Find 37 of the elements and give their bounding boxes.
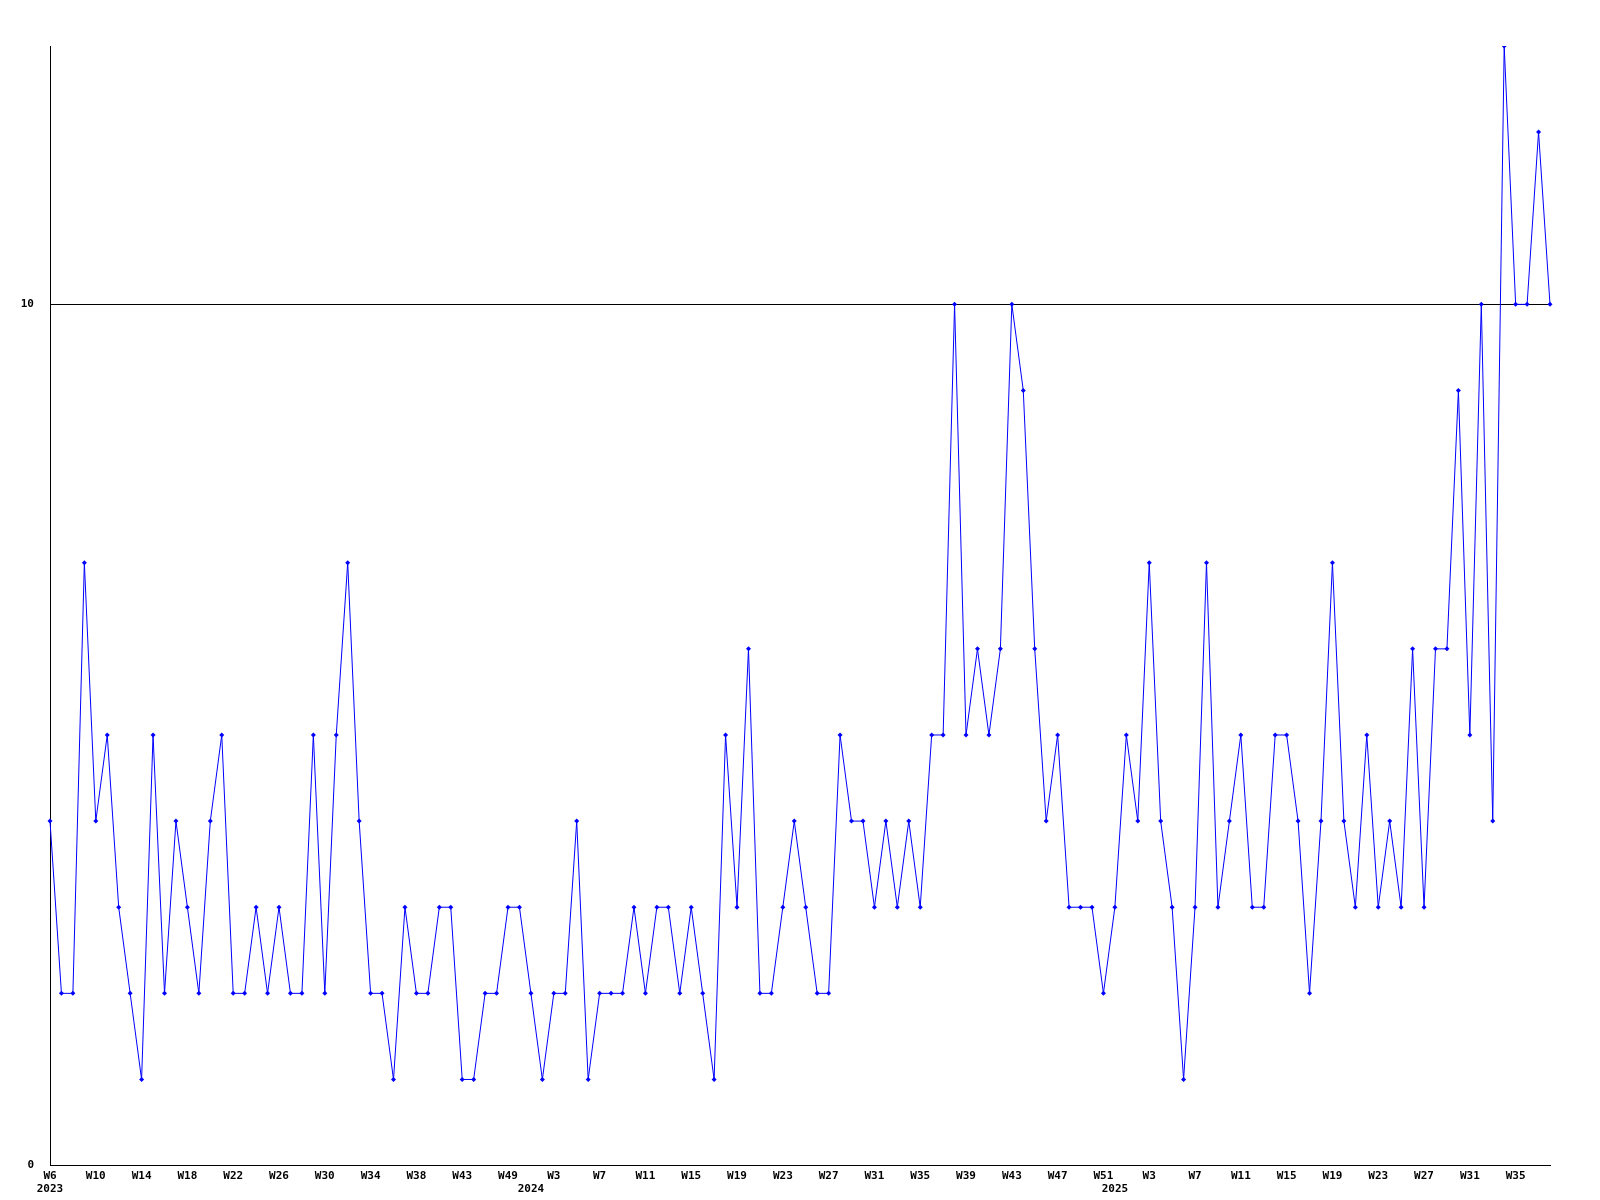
x-tick-label: W22 — [223, 1169, 244, 1183]
x-tick-label: W6 2023 — [36, 1169, 64, 1196]
x-tick-label: W38 — [406, 1169, 427, 1183]
x-tick-label: W27 — [1414, 1169, 1434, 1183]
x-tick-label: W14 — [131, 1169, 152, 1183]
x-tick-label: W10 — [85, 1169, 106, 1183]
x-tick-label: W31 — [864, 1169, 885, 1183]
y-tick-label: 0 — [27, 1158, 34, 1172]
x-tick-label: W23 — [772, 1169, 793, 1183]
x-tick-label: W49 — [498, 1169, 518, 1183]
x-tick-label: W19 — [1322, 1169, 1343, 1183]
x-tick-label: W7 — [592, 1169, 607, 1183]
x-tick-label: W31 — [1459, 1169, 1481, 1183]
x-tick-label: 2025 — [1101, 1182, 1129, 1196]
x-tick-label: W3 — [1142, 1169, 1156, 1183]
x-tick-label: W26 — [269, 1169, 290, 1183]
x-tick-label: W35 — [910, 1169, 931, 1183]
x-tick-label: W35 — [1505, 1169, 1526, 1183]
x-tick-label: W34 — [360, 1169, 381, 1183]
x-tick-label: W7 — [1188, 1169, 1202, 1183]
x-tick-label: W15 — [1276, 1169, 1297, 1183]
x-tick-label: W27 — [818, 1169, 839, 1183]
x-tick-label: W15 — [681, 1169, 702, 1183]
x-tick-label: 2024 — [517, 1182, 545, 1196]
x-tick-label: W19 — [727, 1169, 747, 1183]
x-tick-label: W11 — [635, 1169, 656, 1183]
x-tick-label: W30 — [314, 1169, 335, 1183]
x-tick-label: W11 — [1230, 1169, 1252, 1183]
x-tick-label: W43 — [1001, 1169, 1022, 1183]
x-tick-label: W51 — [1093, 1169, 1114, 1183]
x-tick-label: W47 — [1047, 1169, 1068, 1183]
x-tick-label: W43 — [452, 1169, 473, 1183]
x-tick-label: W3 — [547, 1169, 561, 1183]
x-tick-label: W18 — [177, 1169, 198, 1183]
y-tick-label: 10 — [20, 297, 34, 311]
x-tick-label: W39 — [956, 1169, 976, 1183]
x-tick-label: W23 — [1368, 1169, 1389, 1183]
